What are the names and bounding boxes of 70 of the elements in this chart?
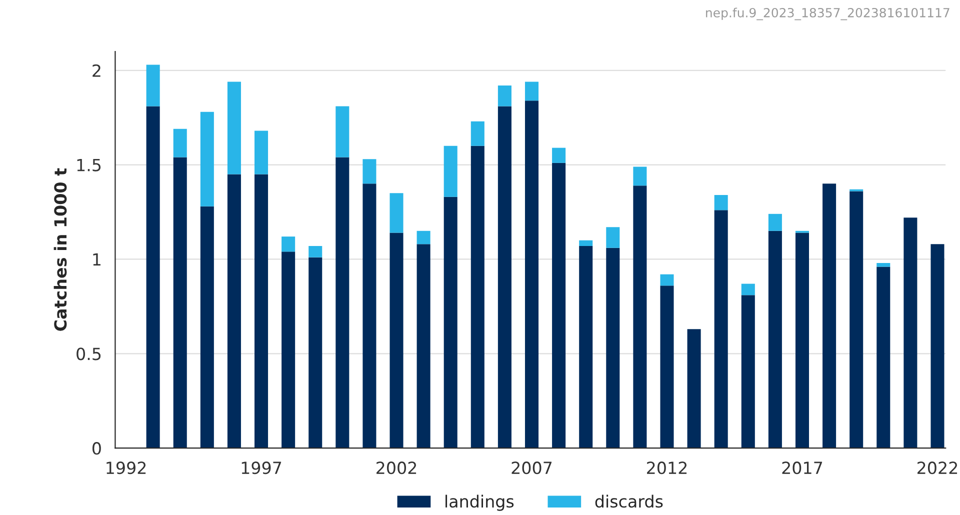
bar (768, 214, 782, 231)
x-tick-label: 2017 (782, 462, 822, 474)
bar (850, 191, 864, 448)
bar (282, 252, 296, 448)
bar (146, 106, 160, 448)
bar (876, 266, 890, 448)
bar (822, 184, 836, 448)
bar (741, 295, 755, 448)
bar (173, 157, 187, 448)
bar (552, 162, 566, 448)
x-tick-label: 2012 (647, 462, 687, 474)
bar (416, 244, 430, 448)
bar (714, 210, 728, 448)
x-tick-label: 1992 (106, 462, 146, 474)
bar (336, 106, 350, 158)
x-tick-label: 2022 (918, 462, 958, 474)
bar (362, 159, 376, 184)
bar (444, 146, 458, 197)
bar (146, 64, 160, 106)
bar (714, 195, 728, 210)
bar (444, 196, 458, 448)
bar (390, 232, 404, 448)
bar (524, 100, 539, 448)
bar (362, 184, 376, 448)
bar (498, 85, 512, 106)
bar (633, 166, 647, 186)
bar (904, 218, 918, 448)
bar (606, 227, 620, 248)
bar (633, 186, 647, 448)
bar (200, 112, 214, 206)
bar (308, 246, 322, 258)
bar (741, 284, 755, 296)
bar (768, 230, 782, 448)
bar (308, 257, 322, 448)
bar (524, 82, 539, 101)
bar (336, 157, 350, 448)
y-tick-label: 0 (92, 442, 101, 455)
bar (254, 174, 268, 448)
y-axis-title: Catches in 1000 t (54, 168, 67, 331)
bar (660, 274, 674, 286)
bar (254, 130, 268, 174)
text: nep.fu.9_2023_18357_2023816101117 (706, 8, 950, 20)
y-tick-label: 1.5 (77, 158, 101, 172)
bar (282, 236, 296, 252)
bar (876, 262, 890, 267)
bar (227, 174, 241, 448)
bar (173, 128, 187, 158)
bar (660, 286, 674, 448)
bar (498, 106, 512, 448)
y-tick-label: 0.5 (76, 348, 101, 360)
x-tick-label: 2007 (512, 462, 552, 474)
bar (470, 121, 484, 146)
bar (390, 193, 404, 233)
bar (470, 146, 484, 448)
bar (930, 244, 944, 448)
bar (200, 206, 214, 448)
y-tick-label: 2 (92, 64, 100, 77)
legend-label: landings (446, 494, 514, 511)
x-tick-label: 2002 (376, 462, 416, 474)
bar (687, 329, 701, 448)
bar (416, 230, 430, 244)
bar (795, 232, 810, 448)
legend-label: discards (595, 494, 663, 508)
y-tick-label: 1 (93, 253, 100, 266)
bar (227, 82, 241, 174)
bar (579, 246, 593, 448)
x-tick-label: 1997 (242, 462, 282, 474)
bar (606, 248, 620, 448)
bar (552, 148, 566, 163)
bar (579, 240, 593, 246)
